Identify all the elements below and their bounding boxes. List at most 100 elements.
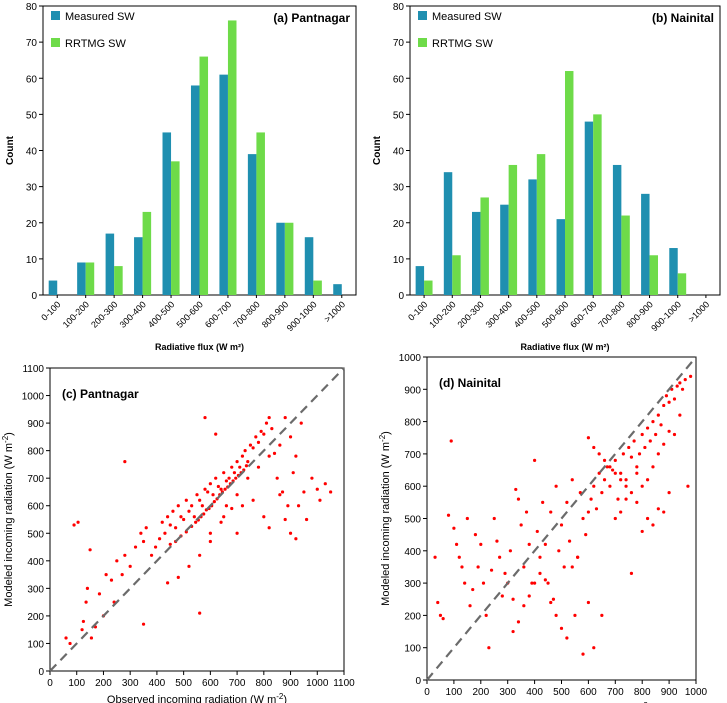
x-tick-label: 1000	[685, 687, 708, 698]
data-point	[514, 487, 518, 492]
x-tick-label: 0	[47, 678, 53, 689]
y-tick-label: 20	[393, 219, 405, 230]
y-tick-label: 500	[27, 529, 44, 540]
data-point	[286, 504, 290, 508]
data-point	[559, 626, 564, 630]
data-point	[629, 571, 634, 576]
x-tick-label: 200	[472, 687, 489, 698]
y-tick-label: 100	[404, 644, 421, 655]
x-tick-label: 900-1000	[285, 299, 319, 333]
data-point	[495, 539, 499, 543]
data-point	[251, 446, 255, 450]
data-point	[304, 517, 309, 522]
data-point	[224, 479, 228, 483]
data-point	[549, 600, 553, 605]
data-point	[654, 432, 658, 437]
bar-measured-sw	[500, 204, 509, 295]
data-point	[589, 497, 593, 501]
x-tick-label: 0-100	[39, 299, 62, 322]
data-point	[222, 515, 226, 519]
data-point	[468, 604, 472, 608]
data-point	[270, 427, 274, 431]
data-point	[256, 440, 261, 444]
data-point	[667, 429, 671, 433]
data-point	[243, 449, 247, 453]
data-point	[543, 578, 547, 582]
data-point	[283, 517, 287, 522]
bar-rrtmg-sw	[649, 255, 658, 295]
data-point	[176, 575, 180, 579]
data-point	[280, 490, 285, 494]
data-point	[144, 526, 148, 530]
data-point	[248, 443, 253, 447]
x-tick-label: 500	[553, 687, 570, 698]
bar-measured-sw	[415, 266, 425, 295]
data-point	[104, 572, 108, 577]
bar-measured-sw	[612, 164, 622, 295]
bar-rrtmg-sw	[142, 211, 152, 295]
legend-swatch-rrtmg	[418, 38, 427, 47]
x-tick-label: 400	[149, 678, 166, 689]
data-point	[454, 542, 459, 546]
data-point	[473, 533, 478, 537]
data-point	[538, 571, 542, 576]
data-point	[645, 516, 650, 521]
data-point	[84, 600, 88, 604]
data-point	[619, 510, 623, 514]
data-point	[157, 537, 162, 541]
y-tick-label: 800	[27, 447, 44, 458]
one-to-one-line	[426, 356, 697, 681]
x-tick-label: 500-600	[540, 299, 570, 329]
y-tick-label: 500	[404, 515, 421, 526]
data-point	[166, 581, 170, 585]
data-point	[624, 497, 628, 501]
data-point	[259, 429, 263, 433]
data-point	[629, 491, 634, 495]
data-point	[656, 413, 660, 417]
data-point	[182, 517, 186, 522]
x-tick-label: 800	[634, 687, 651, 698]
data-point	[479, 542, 483, 546]
x-tick-label: 100	[446, 687, 463, 698]
data-point	[645, 478, 650, 482]
data-point	[184, 498, 188, 502]
y-tick-label: 100	[27, 639, 44, 650]
data-point	[562, 565, 566, 569]
data-point	[508, 549, 512, 553]
x-tick-label: 1000	[306, 678, 329, 689]
legend-label-rrtmg: RRTMG SW	[65, 38, 127, 50]
data-point	[557, 549, 561, 553]
y-tick-label: 30	[26, 183, 38, 194]
data-point	[683, 378, 687, 382]
data-point	[254, 435, 258, 439]
data-point	[624, 484, 628, 488]
x-tick-label: 900-1000	[649, 299, 683, 333]
x-tick-label: 200	[95, 678, 112, 689]
data-point	[640, 484, 644, 488]
data-point	[570, 565, 574, 569]
data-point	[530, 581, 534, 585]
y-tick-label: 0	[31, 291, 37, 302]
y-tick-label: 20	[26, 219, 38, 230]
data-point	[208, 531, 212, 535]
data-point	[602, 478, 607, 482]
data-point	[203, 415, 207, 420]
y-tick-label: 1000	[22, 392, 45, 403]
x-tick-label: 300-400	[484, 299, 514, 329]
data-point	[278, 493, 282, 497]
bar-rrtmg-sw	[284, 222, 294, 295]
data-point	[214, 432, 218, 436]
data-point	[549, 510, 553, 514]
x-tick-label: 0-100	[406, 299, 429, 322]
x-tick-label: 800	[255, 678, 272, 689]
bar-measured-sw	[134, 237, 143, 295]
legend-swatch-measured	[51, 11, 60, 20]
data-point	[224, 504, 228, 508]
data-point	[208, 482, 212, 486]
data-point	[262, 432, 266, 436]
y-tick-label: 200	[27, 612, 44, 623]
bar-measured-sw	[219, 74, 228, 295]
data-point	[452, 526, 456, 530]
data-point	[584, 533, 588, 537]
